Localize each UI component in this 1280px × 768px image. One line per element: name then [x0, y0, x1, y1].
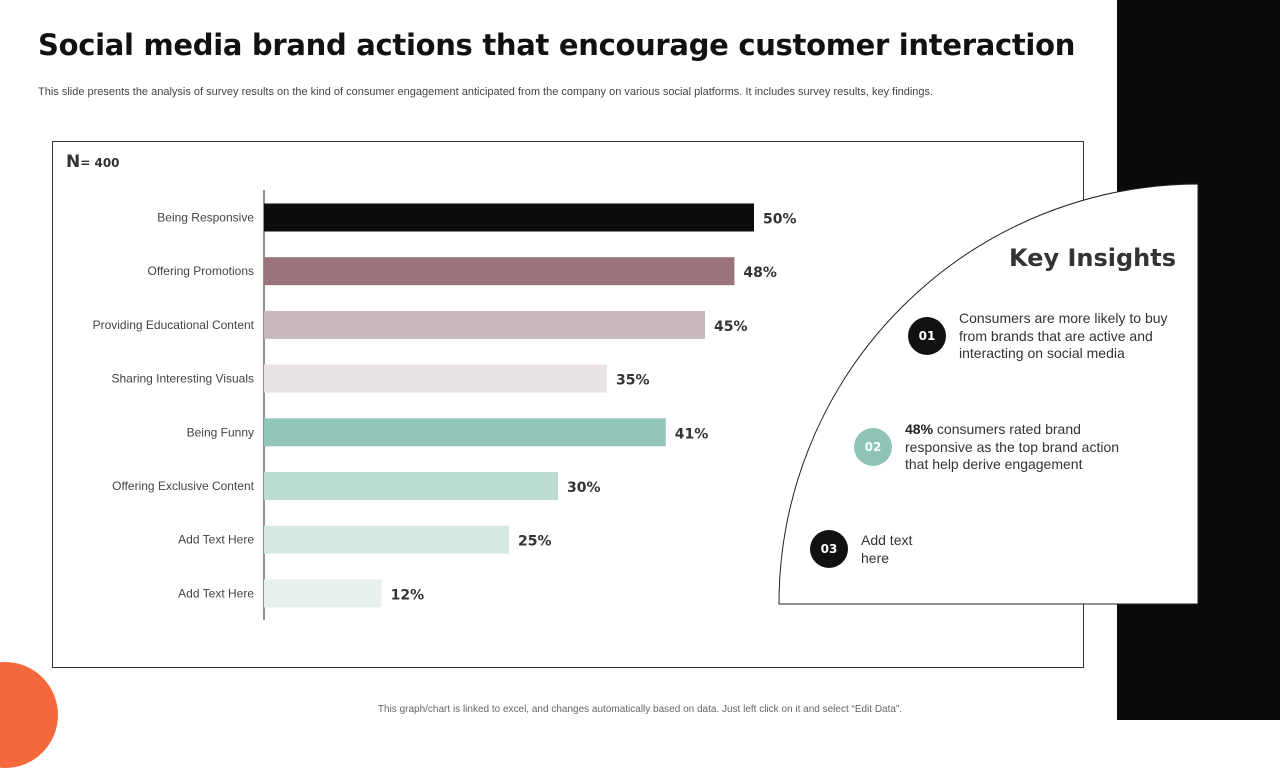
insight-badge-03: 03: [810, 530, 848, 568]
insight-badge-01: 01: [908, 317, 946, 355]
insight-badge-02: 02: [854, 428, 892, 466]
data-label: 30%: [567, 480, 601, 496]
bar: [264, 257, 735, 286]
insight-text-02: 48% consumers rated brand responsive as …: [905, 421, 1145, 474]
sample-size-value: = 400: [80, 156, 120, 170]
key-insights-panel: [778, 183, 1199, 605]
key-insights-title: Key Insights: [1008, 244, 1176, 272]
bar: [264, 418, 666, 447]
sample-size-letter: N: [66, 152, 81, 172]
category-label: Add Text Here: [178, 586, 254, 600]
category-label: Being Funny: [187, 425, 254, 439]
bar: [264, 364, 607, 393]
insight-body: Add text here: [861, 532, 913, 566]
insight-body: Consumers are more likely to buy from br…: [959, 310, 1168, 361]
page-title: Social media brand actions that encourag…: [38, 28, 1076, 62]
category-label: Being Responsive: [157, 211, 254, 225]
category-label: Offering Exclusive Content: [112, 479, 255, 493]
insight-body: consumers rated brand responsive as the …: [905, 421, 1120, 472]
bar: [264, 310, 705, 339]
bar: [264, 472, 558, 500]
sample-size-label: N= 400: [66, 152, 120, 172]
bar: [264, 579, 382, 608]
insight-highlight: 48%: [905, 421, 934, 437]
data-label: 45%: [714, 319, 748, 335]
data-label: 41%: [675, 426, 709, 442]
data-label: 12%: [391, 587, 425, 603]
bar: [264, 525, 509, 554]
category-label: Providing Educational Content: [93, 318, 255, 332]
data-label: 25%: [518, 534, 552, 550]
bar: [264, 203, 754, 232]
insight-text-01: Consumers are more likely to buy from br…: [959, 310, 1181, 363]
page-subtitle: This slide presents the analysis of surv…: [38, 86, 934, 98]
data-label: 50%: [763, 212, 797, 228]
category-label: Sharing Interesting Visuals: [111, 372, 254, 386]
data-label: 35%: [616, 373, 650, 389]
data-label: 48%: [743, 265, 777, 281]
category-label: Offering Promotions: [148, 264, 255, 278]
insight-text-03: Add text here: [861, 532, 931, 567]
category-label: Add Text Here: [178, 533, 254, 547]
footer-note: This graph/chart is linked to excel, and…: [377, 704, 903, 715]
bar-chart: Being Responsive 50% Offering Promotions 48…: [93, 190, 797, 620]
